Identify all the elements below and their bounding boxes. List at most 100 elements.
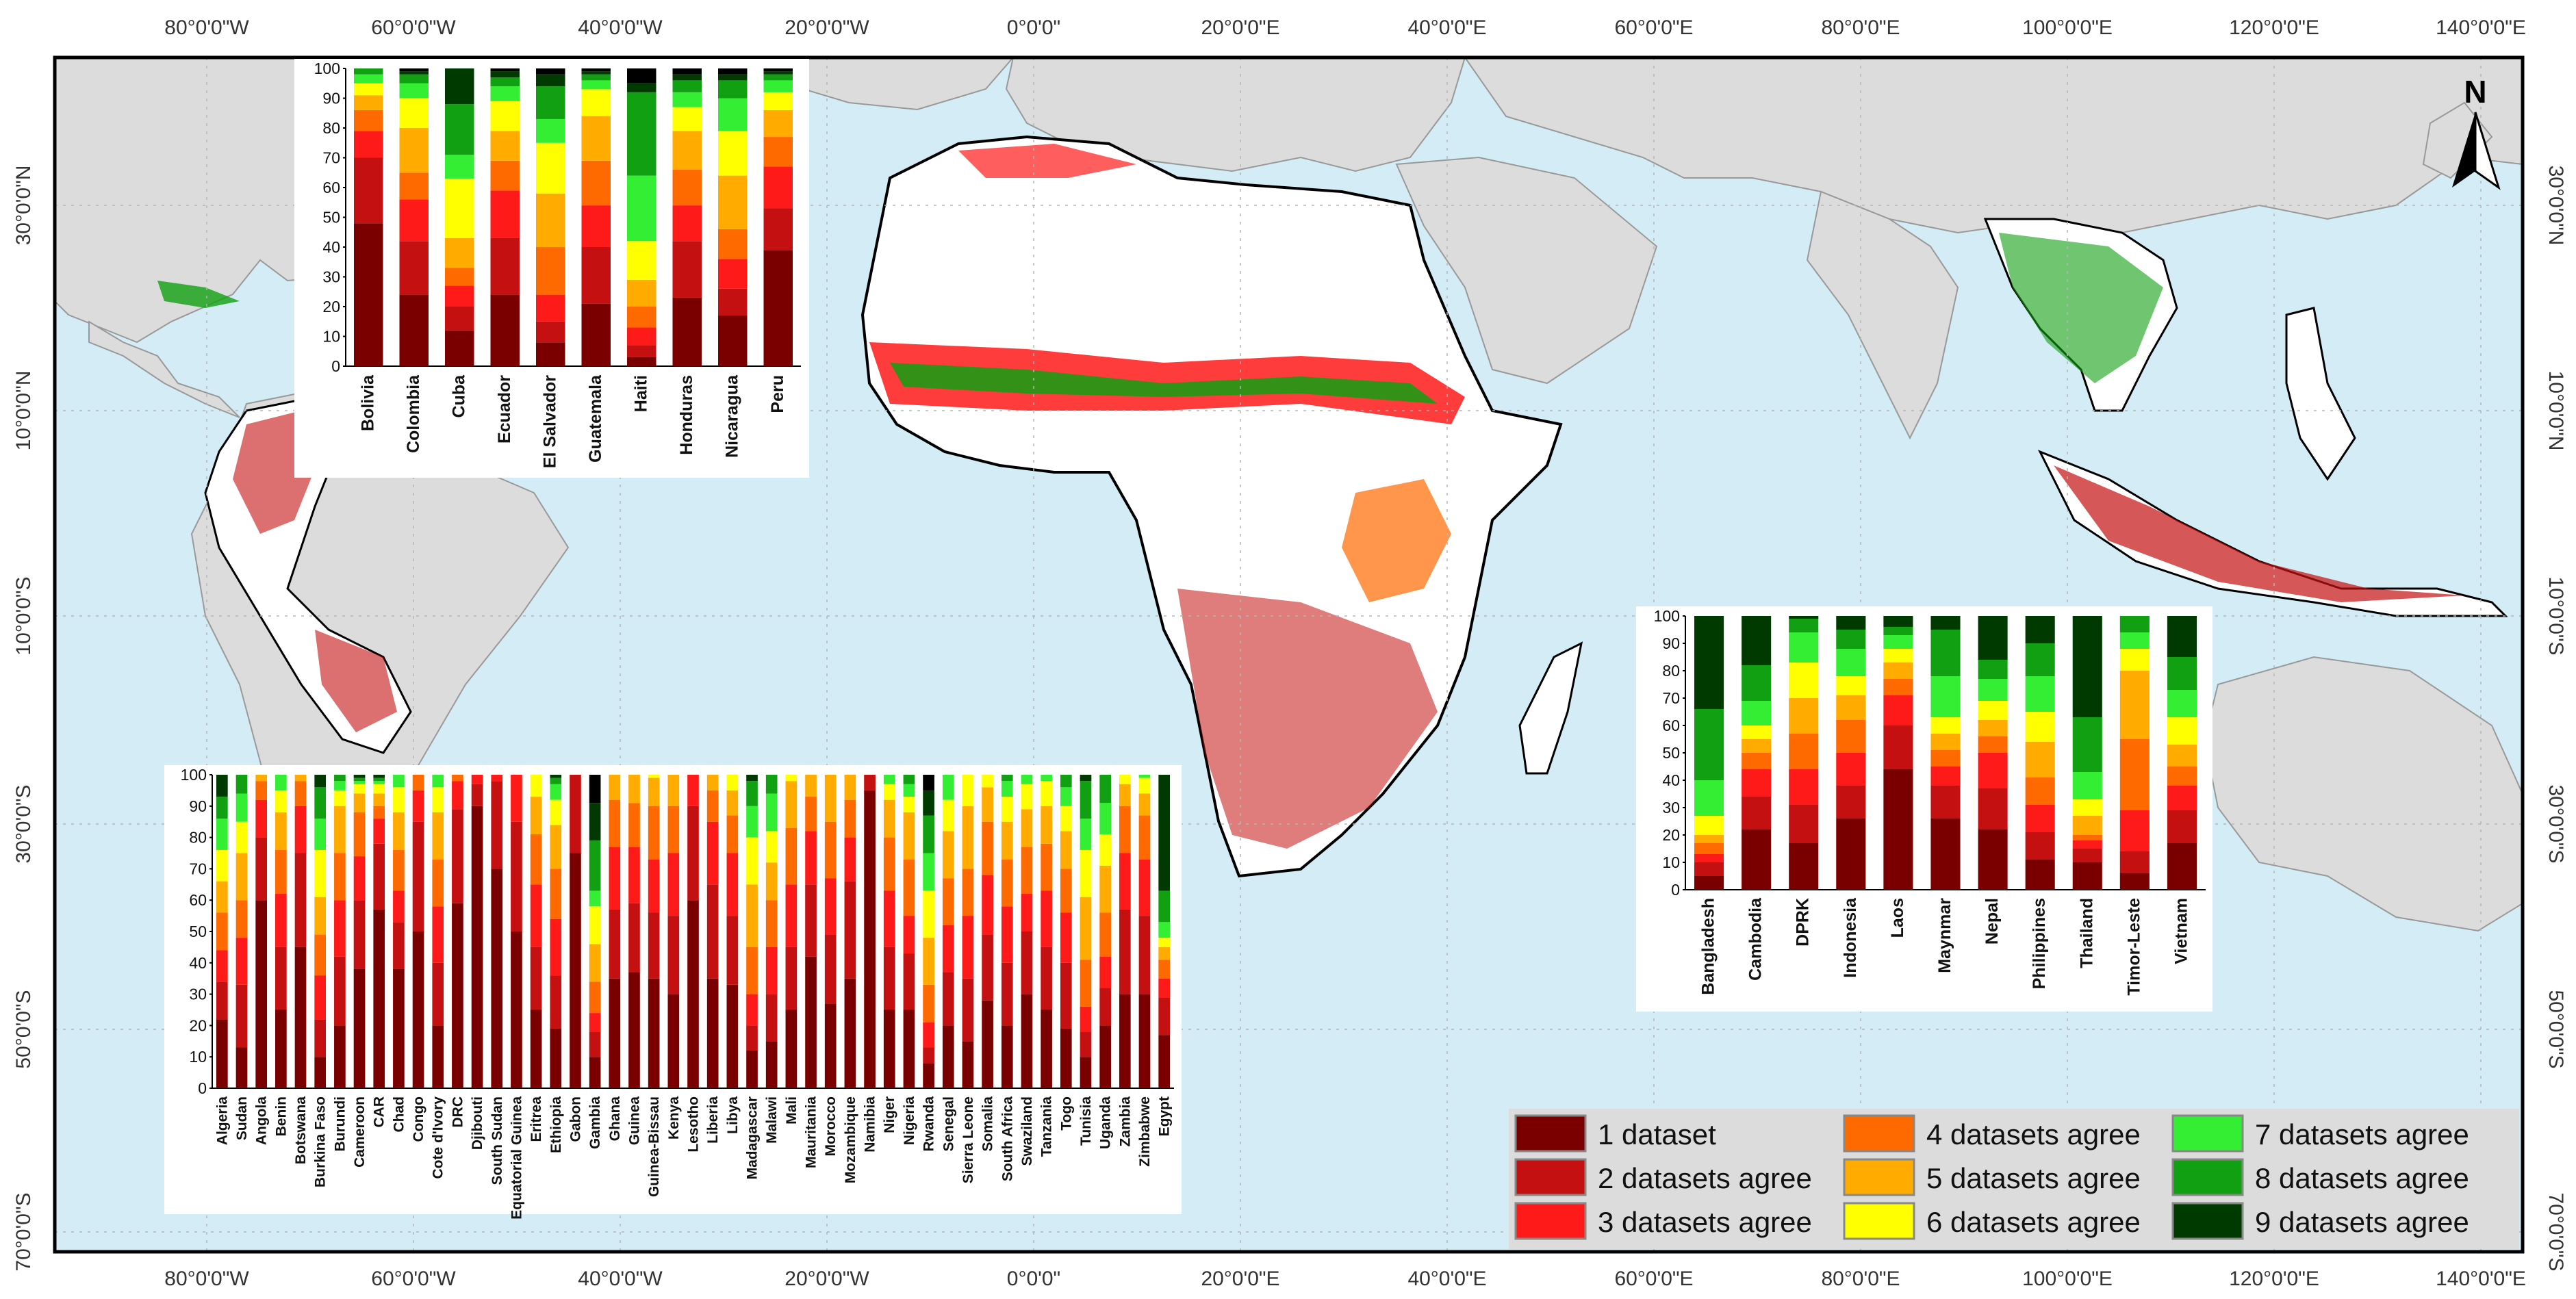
bar-segment [589, 1057, 601, 1088]
bar-segment [373, 819, 385, 844]
bar-segment [490, 190, 520, 238]
y-tick-label: 90 [1662, 634, 1680, 652]
bar-segment [982, 787, 993, 822]
bar-segment [1060, 869, 1072, 913]
y-tick-label: 60 [1662, 717, 1680, 734]
bar-segment [452, 775, 463, 782]
bar-segment [844, 881, 856, 979]
bar-segment [726, 984, 739, 1088]
legend: 1 dataset 2 datasets agree 3 datasets agre… [1509, 1109, 2519, 1249]
bar-segment [2072, 799, 2102, 816]
bar-segment [923, 853, 934, 891]
bar-segment [354, 223, 383, 366]
bar-segment [1978, 701, 2008, 720]
bar-segment [672, 107, 702, 131]
bar-segment [432, 962, 444, 1026]
bar-segment [490, 160, 520, 191]
bar-segment [536, 247, 565, 295]
bar-segment [1021, 894, 1033, 931]
category-label: Togo [1058, 1096, 1074, 1131]
bar-segment [334, 956, 346, 1026]
longitude-label-top: 20°0'0"W [785, 16, 869, 39]
bar-segment [536, 74, 565, 87]
bar-segment [1041, 843, 1052, 891]
bar-segment [581, 89, 611, 116]
bar-segment [1119, 806, 1131, 853]
bar-segment [1883, 663, 1913, 679]
bar-segment [648, 775, 660, 778]
bar-segment [1119, 994, 1131, 1088]
bar-segment [1742, 797, 1772, 829]
bar-segment [1978, 616, 2008, 660]
bar-segment [942, 1025, 954, 1088]
chart-latin-america: 0 10 20 30 40 50 60 70 80 90 100 Bolivia Colombia Cub… [294, 59, 809, 478]
bar-segment [373, 777, 385, 782]
bar-segment [2167, 616, 2197, 657]
bar-segment [805, 956, 817, 1088]
bar-segment [354, 95, 383, 110]
legend-swatch [2171, 1202, 2244, 1240]
bar-segment [490, 131, 520, 161]
category-label: Nicaragua [722, 374, 741, 458]
legend-swatch [1843, 1158, 1915, 1196]
category-label: Timor-Leste [2124, 898, 2143, 996]
bar-segment [235, 1047, 248, 1088]
bar-segment [726, 853, 739, 916]
bar-segment [903, 916, 915, 954]
bar-segment [314, 1019, 327, 1057]
bar-segment [785, 827, 798, 885]
longitude-label-bottom: 140°0'0"E [2436, 1268, 2526, 1290]
bar-segment [785, 884, 798, 947]
bar-segment [399, 83, 429, 99]
y-tick-label: 10 [1662, 853, 1680, 871]
bar-segment [1694, 854, 1724, 862]
bar-segment [1021, 994, 1033, 1088]
bar-segment [1978, 660, 2008, 679]
latitude-label-right: 10°0'0"S [2545, 576, 2567, 655]
bar-segment [982, 934, 993, 1001]
bar-segment [824, 775, 837, 822]
bar-segment [1883, 695, 1913, 725]
bar-segment [432, 787, 444, 812]
bar-segment [530, 947, 542, 1010]
bar-segment [1138, 994, 1151, 1088]
bar-segment [1138, 815, 1151, 860]
bar-segment [589, 944, 601, 982]
bar-segment [353, 775, 366, 778]
bar-segment [726, 790, 739, 816]
chart-panel [1636, 606, 2212, 1012]
bar-segment [452, 809, 463, 903]
bar-segment [216, 819, 228, 850]
bar-segment [399, 172, 429, 200]
bar-segment [1080, 1031, 1092, 1057]
bar-segment [1978, 753, 2008, 788]
category-label: Sudan [234, 1096, 250, 1140]
category-label: Libya [725, 1096, 741, 1134]
bar-segment [581, 116, 611, 161]
category-label: Kenya [666, 1096, 682, 1140]
bar-segment [746, 994, 758, 1026]
bar-segment [1060, 962, 1072, 1029]
bar-segment [706, 978, 719, 1088]
bar-segment [314, 975, 327, 1020]
bar-segment [2119, 810, 2150, 851]
bar-segment [903, 812, 915, 860]
bar-segment [718, 229, 748, 259]
category-label: Benin [273, 1096, 289, 1136]
latitude-label-left: 30°0'0"S [12, 784, 35, 863]
bar-segment [962, 916, 974, 979]
bar-segment [923, 775, 934, 790]
bar-segment [294, 781, 307, 806]
bar-segment [1930, 717, 1961, 734]
y-tick-label: 20 [322, 298, 340, 316]
bar-segment [1041, 781, 1052, 806]
category-label: Sierra Leone [960, 1096, 976, 1183]
bar-segment [672, 92, 702, 107]
bar-segment [1694, 709, 1724, 780]
bar-segment [581, 74, 611, 81]
bar-segment [1930, 786, 1961, 819]
bar-segment [718, 288, 748, 316]
southern-africa-agreement [1177, 589, 1438, 849]
category-label: Tunisia [1078, 1096, 1094, 1146]
bar-segment [609, 909, 621, 979]
